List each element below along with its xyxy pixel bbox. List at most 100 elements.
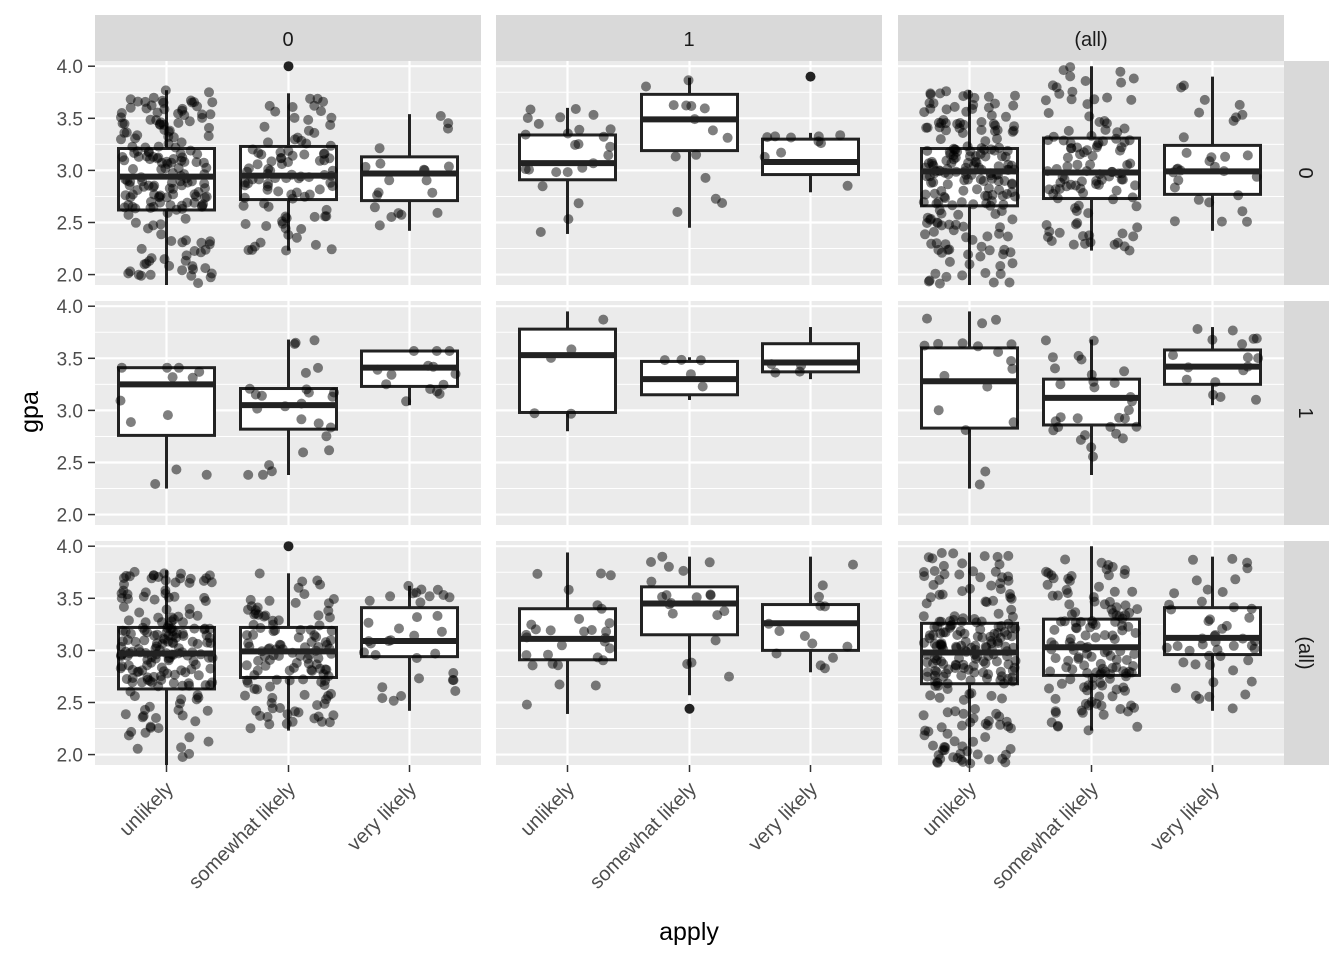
- jitter-point: [415, 597, 426, 608]
- jitter-point: [313, 610, 324, 621]
- jitter-point: [1066, 94, 1077, 105]
- y-axis-title: gpa: [16, 391, 44, 433]
- jitter-point: [432, 386, 442, 397]
- jitter-point: [1117, 228, 1128, 239]
- jitter-point: [972, 184, 982, 195]
- y-tick-label: 2.0: [57, 746, 83, 767]
- panel-0-0: [95, 61, 481, 289]
- box-very-likely: [360, 346, 461, 407]
- jitter-point: [950, 663, 961, 673]
- jitter-point: [965, 583, 975, 594]
- jitter-point: [972, 749, 983, 760]
- jitter-point: [258, 469, 268, 480]
- jitter-point: [252, 665, 263, 676]
- jitter-point: [984, 245, 995, 256]
- jitter-point: [1126, 94, 1137, 105]
- jitter-point: [241, 660, 252, 671]
- jitter-point: [957, 741, 968, 752]
- jitter-point: [993, 621, 1004, 632]
- jitter-point: [1126, 667, 1137, 678]
- jitter-point: [408, 346, 419, 356]
- jitter-point: [300, 367, 311, 378]
- jitter-point: [929, 622, 940, 632]
- jitter-point: [963, 89, 974, 100]
- jitter-point: [975, 174, 986, 185]
- jitter-point: [176, 694, 187, 705]
- jitter-point: [1040, 95, 1051, 106]
- box-somewhat-likely: [640, 75, 739, 228]
- jitter-point: [922, 218, 932, 228]
- jitter-point: [937, 589, 948, 600]
- row-strip: [1284, 541, 1329, 765]
- jitter-point: [273, 186, 284, 197]
- jitter-point: [203, 131, 214, 141]
- jitter-point: [941, 104, 952, 115]
- jitter-point: [165, 623, 176, 634]
- jitter-point: [982, 673, 992, 684]
- jitter-point: [586, 625, 597, 635]
- jitter-point: [432, 207, 443, 218]
- jitter-point: [173, 362, 184, 373]
- jitter-point: [149, 594, 160, 605]
- jitter-point: [1130, 628, 1141, 638]
- jitter-point: [1084, 111, 1095, 122]
- jitter-point: [995, 578, 1006, 589]
- jitter-point: [700, 172, 711, 183]
- x-tick-label: very likely: [744, 778, 822, 856]
- jitter-point: [312, 575, 323, 586]
- jitter-point: [1204, 156, 1215, 167]
- jitter-point: [1063, 655, 1074, 666]
- jitter-point: [1010, 655, 1021, 666]
- jitter-point: [976, 117, 987, 127]
- jitter-point: [570, 104, 581, 114]
- jitter-point: [999, 244, 1010, 255]
- jitter-point: [975, 572, 986, 583]
- jitter-point: [965, 675, 976, 686]
- jitter-point: [556, 640, 567, 651]
- jitter-point: [525, 104, 536, 115]
- jitter-point: [1067, 86, 1078, 97]
- jitter-point: [923, 276, 934, 287]
- jitter-point: [641, 81, 651, 92]
- jitter-point: [722, 132, 733, 143]
- jitter-point: [944, 219, 955, 230]
- jitter-point: [931, 667, 942, 677]
- jitter-point: [1005, 589, 1015, 599]
- jitter-point: [1080, 630, 1091, 641]
- jitter-point: [1056, 678, 1067, 689]
- jitter-point: [553, 660, 563, 671]
- jitter-point: [695, 355, 706, 366]
- jitter-point: [448, 668, 459, 678]
- jitter-point: [942, 684, 953, 694]
- jitter-point: [1132, 222, 1143, 233]
- jitter-point: [681, 100, 692, 111]
- jitter-point: [1181, 147, 1192, 158]
- jitter-point: [201, 191, 212, 202]
- jitter-point: [177, 105, 188, 116]
- jitter-point: [1242, 150, 1253, 161]
- box-unlikely: [518, 104, 617, 237]
- jitter-point: [202, 705, 213, 716]
- jitter-point: [187, 97, 197, 108]
- box-unlikely: [918, 86, 1021, 289]
- jitter-point: [991, 314, 1001, 325]
- jitter-point: [967, 234, 978, 245]
- jitter-point: [293, 582, 304, 593]
- y-tick-label: 3.5: [57, 109, 83, 130]
- jitter-point: [922, 667, 933, 677]
- jitter-point: [168, 678, 179, 688]
- jitter-point: [973, 341, 983, 352]
- jitter-point: [563, 584, 574, 595]
- jitter-point: [238, 200, 249, 211]
- jitter-point: [598, 131, 609, 142]
- jitter-point: [948, 548, 959, 559]
- jitter-point: [931, 238, 942, 249]
- jitter-point: [533, 118, 544, 129]
- jitter-point: [944, 244, 955, 255]
- jitter-point: [448, 675, 459, 686]
- jitter-point: [980, 268, 991, 278]
- jitter-point: [143, 180, 154, 191]
- jitter-point: [270, 106, 281, 117]
- jitter-point: [123, 209, 134, 220]
